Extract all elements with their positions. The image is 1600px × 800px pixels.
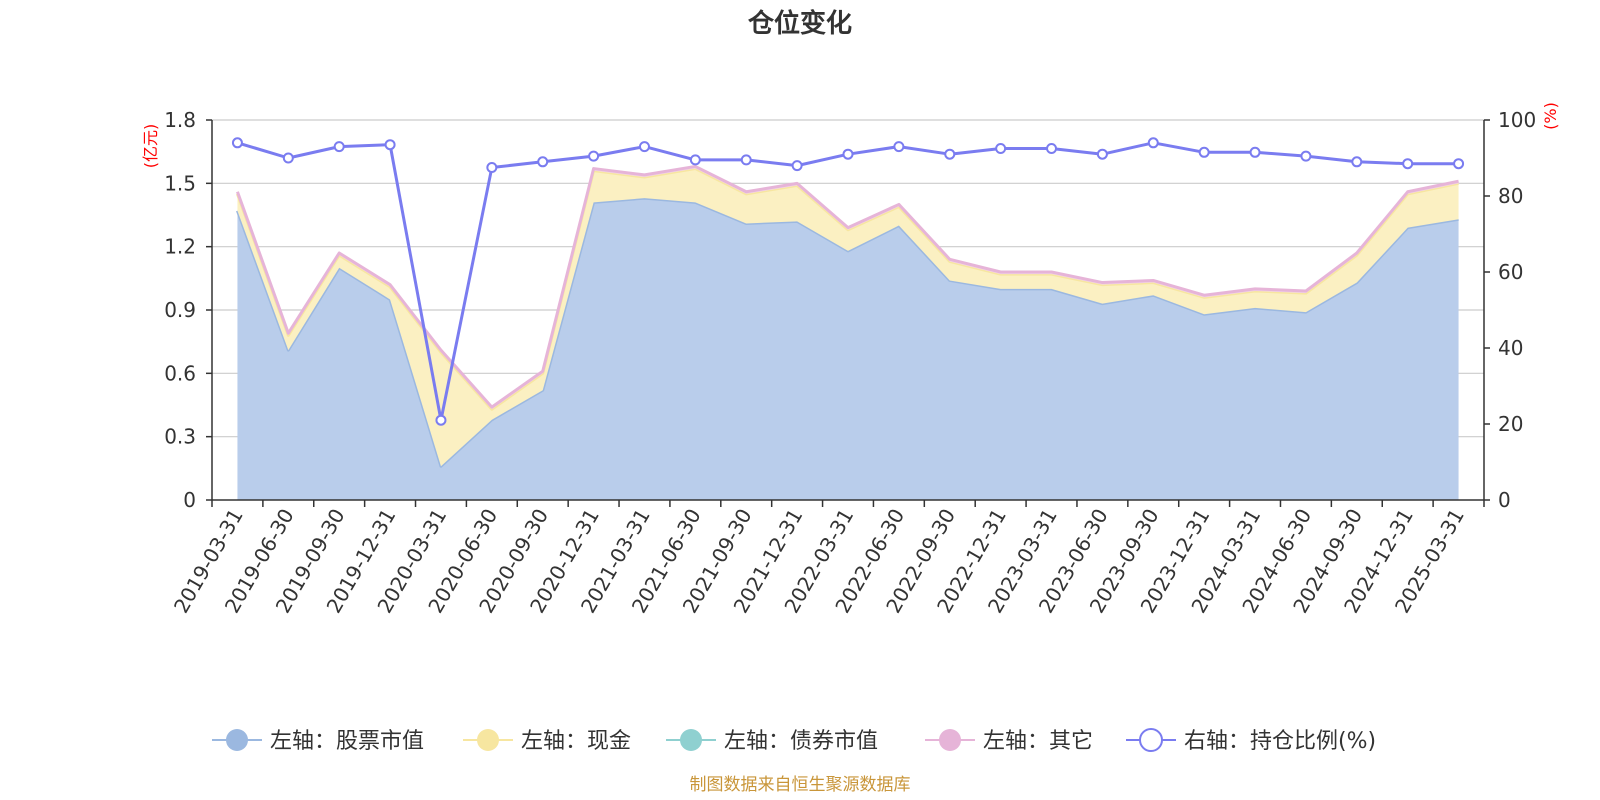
legend-label: 左轴：现金 xyxy=(521,729,631,754)
left-tick-label: 0.6 xyxy=(164,361,196,385)
left-tick-label: 1.5 xyxy=(164,171,196,195)
ratio-point xyxy=(1453,158,1465,170)
right-tick-label: 80 xyxy=(1498,184,1523,208)
ratio-point xyxy=(689,154,701,166)
ratio-point xyxy=(588,150,600,162)
right-tick-label: 20 xyxy=(1498,412,1523,436)
left-tick-label: 1.2 xyxy=(164,235,196,259)
ratio-point xyxy=(231,137,243,149)
ratio-point xyxy=(537,156,549,168)
legend-label: 左轴：债券市值 xyxy=(724,729,878,754)
ratio-point xyxy=(944,148,956,160)
ratio-point xyxy=(1300,150,1312,162)
ratio-point xyxy=(638,141,650,153)
right-tick-label: 40 xyxy=(1498,336,1523,360)
legend-circle-icon xyxy=(477,729,499,751)
ratio-line xyxy=(231,137,1465,426)
left-axis-unit: (亿元) xyxy=(141,124,160,169)
legend-item-3[interactable]: 左轴：债券市值 xyxy=(666,729,878,754)
right-tick-label: 60 xyxy=(1498,260,1523,284)
ratio-point xyxy=(384,139,396,151)
left-tick-label: 1.8 xyxy=(164,108,196,132)
ratio-point xyxy=(1046,143,1058,154)
ratio-point xyxy=(1198,146,1210,158)
right-axis-unit: (%) xyxy=(1541,102,1560,130)
ratio-point xyxy=(282,152,294,164)
ratio-point xyxy=(1351,156,1363,168)
legend-hollow-circle-icon xyxy=(1139,728,1163,752)
ratio-point xyxy=(1249,146,1261,158)
ratio-point xyxy=(486,162,498,173)
legend-circle-icon xyxy=(680,729,702,751)
legend-circle-icon xyxy=(939,729,961,751)
ratio-point xyxy=(893,141,905,153)
left-tick-label: 0.9 xyxy=(164,298,196,322)
legend-label: 左轴：其它 xyxy=(983,729,1093,754)
right-tick-label: 100 xyxy=(1498,108,1536,132)
ratio-point xyxy=(995,143,1007,154)
right-tick-label: 0 xyxy=(1498,488,1511,512)
legend-circle-icon xyxy=(226,729,248,751)
legend[interactable]: 左轴：股票市值 左轴：现金 左轴：债券市值 左轴：其它 右轴：持仓比例(%) xyxy=(212,728,1376,754)
ratio-point xyxy=(435,414,447,426)
area-layers xyxy=(236,164,1459,500)
chart-title: 仓位变化 xyxy=(747,8,852,39)
legend-item-2[interactable]: 左轴：现金 xyxy=(463,729,631,754)
legend-label: 左轴：股票市值 xyxy=(270,729,424,754)
ratio-point xyxy=(1096,148,1108,160)
ratio-point xyxy=(1147,137,1159,149)
legend-item-5[interactable]: 右轴：持仓比例(%) xyxy=(1126,728,1376,754)
ratio-point xyxy=(333,141,345,153)
area-1 xyxy=(237,198,1459,500)
left-tick-label: 0.3 xyxy=(164,425,196,449)
ratio-point xyxy=(740,154,752,166)
area-line-4 xyxy=(236,164,1459,409)
legend-item-4[interactable]: 左轴：其它 xyxy=(925,729,1093,754)
ratio-point xyxy=(791,160,803,172)
ratio-point xyxy=(1402,158,1414,170)
source-note: 制图数据来自恒生聚源数据库 xyxy=(690,775,911,795)
legend-item-1[interactable]: 左轴：股票市值 xyxy=(212,729,424,754)
legend-label: 右轴：持仓比例(%) xyxy=(1184,729,1376,754)
ratio-point xyxy=(842,148,854,160)
left-tick-label: 0 xyxy=(183,488,196,512)
